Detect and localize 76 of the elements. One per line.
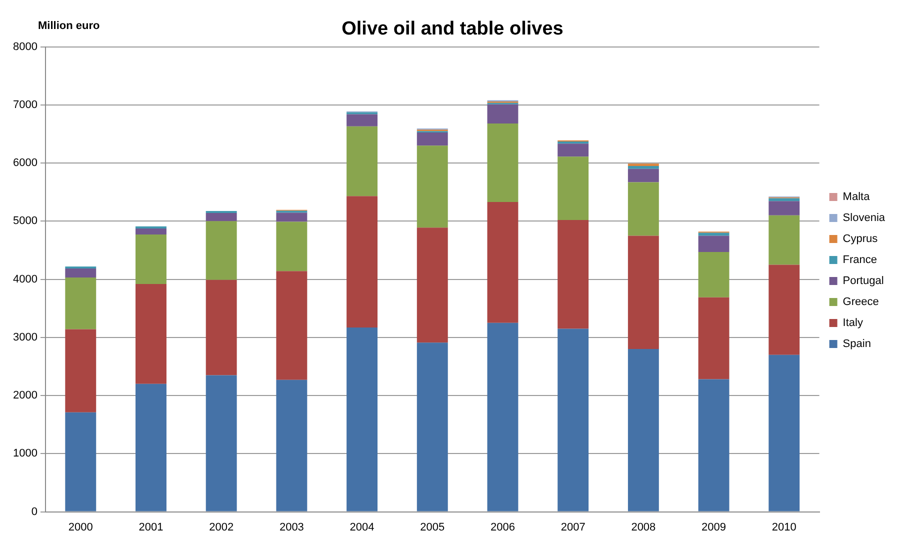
bar: [206, 221, 237, 280]
bar: [65, 412, 96, 512]
x-tick-label: 2002: [209, 521, 234, 534]
bar: [487, 202, 518, 323]
bar: [558, 156, 589, 220]
bar: [276, 271, 308, 380]
x-tick-label: 2009: [702, 521, 726, 534]
bar: [276, 222, 308, 272]
bar: [276, 212, 308, 222]
bar: [768, 201, 800, 216]
y-tick-label: 0: [31, 506, 38, 518]
bar: [628, 166, 659, 169]
bar: [416, 342, 448, 512]
bar: [628, 168, 659, 182]
bar: [768, 264, 800, 355]
bar: [487, 104, 518, 124]
x-tick-label: 2000: [68, 521, 93, 534]
bar: [698, 297, 730, 380]
y-tick-label: 7000: [12, 98, 38, 111]
y-tick-label: 5000: [12, 215, 38, 228]
bar: [698, 236, 730, 252]
y-axis-title: Million euro: [38, 20, 100, 32]
legend-label: Portugal: [842, 275, 884, 288]
bar: [65, 329, 96, 412]
bar: [346, 328, 378, 512]
bar: [276, 380, 308, 512]
bar: [628, 349, 659, 512]
bar: [346, 196, 378, 328]
bar: [698, 252, 730, 298]
bar: [558, 220, 589, 329]
x-tick-label: 2008: [631, 521, 656, 534]
y-tick-label: 8000: [12, 40, 38, 53]
x-tick-label: 2003: [279, 521, 304, 534]
bar: [206, 375, 237, 512]
legend-label: Greece: [842, 296, 879, 308]
bar: [136, 234, 166, 284]
bar: [698, 379, 730, 512]
x-tick-label: 2001: [138, 521, 164, 534]
bar: [416, 132, 448, 146]
bar: [65, 268, 96, 278]
bar: [206, 213, 237, 222]
legend-label: France: [842, 254, 878, 266]
legend-label: Cyprus: [842, 233, 878, 246]
bar: [628, 182, 659, 236]
bar: [206, 280, 237, 376]
bar: [487, 124, 518, 202]
y-tick-label: 3000: [12, 331, 38, 344]
y-tick-label: 1000: [12, 448, 38, 460]
bar: [416, 146, 448, 228]
bar: [136, 228, 166, 235]
x-tick-label: 2006: [490, 521, 515, 534]
x-tick-label: 2004: [350, 521, 374, 534]
bar: [346, 114, 378, 126]
legend-label: Italy: [842, 317, 864, 330]
bar: [558, 328, 589, 512]
bar: [768, 198, 800, 202]
bar: [628, 236, 659, 350]
bar: [136, 284, 166, 384]
y-tick-label: 2000: [12, 390, 38, 402]
bar: [487, 322, 518, 512]
bar: [768, 354, 800, 512]
legend-label: Spain: [842, 338, 871, 350]
legend-label: Malta: [842, 191, 871, 204]
bar: [768, 215, 800, 265]
y-tick-label: 6000: [12, 157, 38, 170]
x-tick-label: 2007: [560, 521, 586, 534]
bar: [346, 126, 378, 196]
chart-title: Olive oil and table olives: [342, 18, 564, 40]
bar: [416, 228, 448, 343]
bar: [65, 278, 96, 330]
x-tick-label: 2010: [772, 521, 796, 534]
x-tick-label: 2005: [420, 521, 445, 534]
legend-label: Slovenia: [842, 212, 886, 224]
bar: [136, 384, 166, 512]
bar: [558, 144, 589, 157]
y-tick-label: 4000: [12, 273, 38, 286]
